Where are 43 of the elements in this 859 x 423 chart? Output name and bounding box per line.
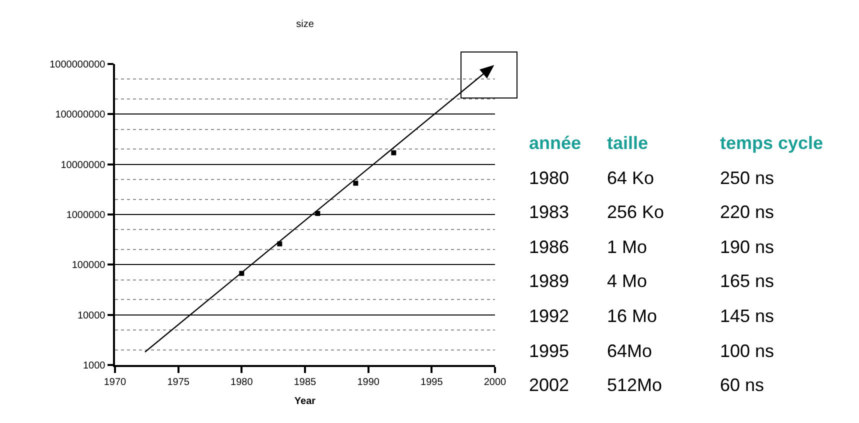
x-tick-label: 1985 [294,376,317,388]
text: 16 Mo [607,306,658,326]
y-tick-label: 10000 [77,310,106,322]
text: 64Mo [607,341,652,361]
text: 1983 [529,202,570,222]
text: taille [607,133,648,153]
x-tick-label: 2000 [484,376,507,388]
x-tick-label: 1970 [104,376,127,388]
x-tick-label: 1990 [357,376,380,388]
text: 165 ns [720,271,774,291]
text: 2002 [529,375,570,395]
text: 1989 [529,271,570,291]
x-tick-label: 1975 [167,376,190,388]
y-tick-label: 100000000 [55,110,106,121]
point [315,210,320,216]
point [391,150,396,156]
text: 100 ns [720,341,774,361]
text: 250 ns [720,168,774,188]
text: 4 Mo [607,271,648,291]
text: 1 Mo [607,237,648,257]
text: 145 ns [720,306,774,326]
x-tick-label: 1995 [420,376,444,388]
text: 1986 [529,237,570,257]
chart-title: size [296,19,314,30]
text: 190 ns [720,237,774,257]
text: 60 ns [720,375,764,395]
text: 256 Ko [607,202,664,222]
point [353,180,358,186]
text: 1980 [529,168,570,188]
y-tick-label: 10000000 [60,160,106,171]
text: 512Mo [607,375,662,395]
text: 220 ns [720,202,774,222]
y-tick-label: 1000 [83,360,106,372]
text: année [529,133,582,153]
y-tick-label: 1000000 [66,210,106,221]
text: 1992 [529,306,570,326]
y-tick-label: 100000 [72,260,106,272]
x-axis-title: Year [294,396,316,407]
y-tick-label: 1000000000 [50,60,106,70]
text: 1995 [529,341,570,361]
x-tick-label: 1980 [230,376,254,388]
text: 64 Ko [607,168,654,188]
text: temps cycle [720,133,824,153]
